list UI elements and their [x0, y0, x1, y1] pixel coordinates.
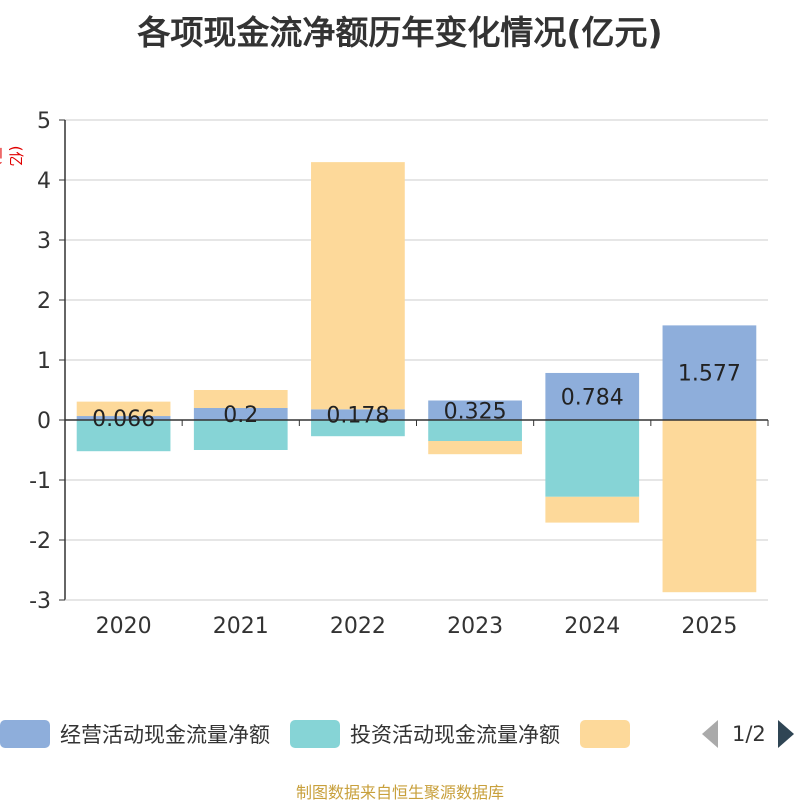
x-tick-label: 2023 — [447, 614, 503, 639]
bar-0-2021 — [193, 408, 288, 420]
bar-0-2023 — [428, 400, 522, 420]
legend-item-financing[interactable] — [580, 720, 640, 748]
chart-title: 各项现金流净额历年变化情况(亿元) — [137, 13, 663, 52]
legend-swatch-financing — [580, 720, 630, 748]
legend-prev-page-icon[interactable] — [702, 720, 718, 748]
bar-2-2025 — [662, 420, 757, 593]
data-label: 0.325 — [444, 399, 507, 424]
legend-swatch-investing — [290, 720, 340, 748]
bar-1-2021 — [193, 420, 288, 450]
bar-2-2022 — [311, 162, 405, 410]
x-tick-label: 2022 — [330, 614, 386, 639]
data-label: 0.2 — [223, 403, 258, 428]
y-tick-label: 3 — [37, 229, 51, 254]
legend-item-operating[interactable]: 经营活动现金流量净额 — [0, 719, 270, 749]
y-tick-label: 4 — [37, 169, 51, 194]
x-tick-label: 2020 — [96, 614, 152, 639]
bar-0-2025 — [662, 325, 757, 420]
bar-2-2024 — [545, 496, 640, 523]
legend: 经营活动现金流量净额 投资活动现金流量净额 — [0, 716, 660, 752]
data-label: 0.784 — [561, 385, 624, 410]
bar-1-2020 — [76, 420, 171, 452]
y-tick-label: -3 — [29, 589, 51, 614]
bar-1-2024 — [545, 420, 640, 497]
data-label: 0.066 — [92, 407, 155, 432]
data-label: 0.178 — [326, 404, 389, 429]
legend-item-investing[interactable]: 投资活动现金流量净额 — [290, 719, 560, 749]
bar-0-2024 — [545, 372, 640, 420]
y-tick-label: -2 — [29, 529, 51, 554]
legend-next-page-icon[interactable] — [777, 720, 794, 748]
bar-2-2021 — [193, 390, 288, 408]
legend-swatch-operating — [0, 720, 50, 748]
legend-pager: 1/2 — [702, 716, 794, 752]
x-tick-label: 2021 — [213, 614, 269, 639]
x-tick-label: 2025 — [681, 614, 737, 639]
y-tick-label: 5 — [37, 109, 51, 134]
y-tick-label: 2 — [37, 289, 51, 314]
y-tick-label: -1 — [29, 469, 51, 494]
legend-page-indicator: 1/2 — [732, 722, 766, 746]
bar-2-2023 — [428, 441, 522, 455]
data-label: 1.577 — [678, 362, 741, 387]
bar-2-2020 — [76, 401, 171, 417]
bar-0-2022 — [311, 409, 405, 420]
bar-1-2023 — [428, 420, 522, 441]
bar-0-2020 — [76, 416, 171, 420]
x-tick-label: 2024 — [564, 614, 620, 639]
legend-label-investing: 投资活动现金流量净额 — [350, 723, 560, 747]
bar-1-2022 — [311, 420, 405, 437]
y-tick-label: 1 — [37, 349, 51, 374]
source-note: 制图数据来自恒生聚源数据库 — [295, 783, 504, 802]
y-tick-label: 0 — [37, 409, 51, 434]
legend-label-operating: 经营活动现金流量净额 — [60, 723, 270, 747]
